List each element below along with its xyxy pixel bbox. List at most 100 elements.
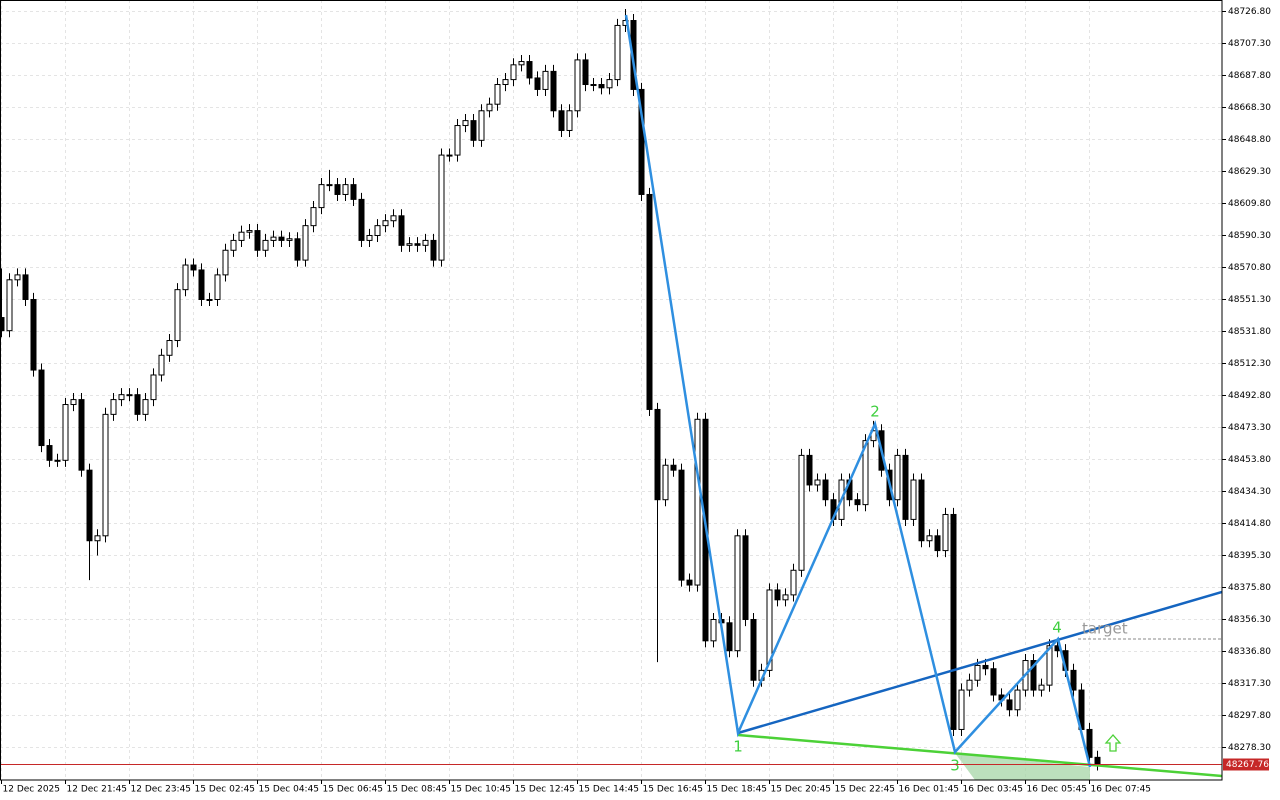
x-tick-label: 12 Dec 23:45 bbox=[131, 785, 192, 795]
candle-body bbox=[494, 84, 501, 105]
candle-body bbox=[70, 399, 77, 406]
candle-body bbox=[478, 110, 485, 141]
candle-body bbox=[1046, 645, 1053, 686]
candle-body bbox=[750, 619, 757, 681]
current-price-box bbox=[1223, 758, 1269, 771]
candle-body bbox=[1070, 669, 1077, 691]
candle-body bbox=[950, 513, 957, 730]
candle-body bbox=[222, 249, 229, 276]
candle-body bbox=[310, 207, 317, 227]
candle-body bbox=[918, 479, 925, 542]
y-tick-label: 48512.30 bbox=[1228, 359, 1271, 369]
candle-body bbox=[446, 154, 453, 157]
candle-body bbox=[662, 464, 669, 501]
candle-body bbox=[510, 64, 517, 81]
candle-body bbox=[678, 469, 685, 581]
plot-border bbox=[0, 0, 1223, 781]
candle-body bbox=[422, 239, 429, 246]
candle-body bbox=[798, 454, 805, 571]
x-tick-label: 15 Dec 18:45 bbox=[707, 785, 768, 795]
candle-body bbox=[398, 215, 405, 246]
candle-body bbox=[230, 239, 237, 251]
candle-body bbox=[366, 234, 373, 241]
candle-body bbox=[526, 61, 533, 79]
x-tick-label: 12 Dec 2025 bbox=[3, 785, 61, 795]
candle-body bbox=[238, 231, 245, 241]
drawings bbox=[624, 14, 1222, 780]
y-tick-label: 48570.80 bbox=[1228, 263, 1271, 273]
y-tick-label: 48375.80 bbox=[1228, 583, 1271, 593]
candle-body bbox=[694, 418, 701, 586]
y-tick-label: 48668.30 bbox=[1228, 103, 1271, 113]
y-tick-label: 48434.30 bbox=[1228, 487, 1271, 497]
y-tick-label: 48297.80 bbox=[1228, 711, 1271, 721]
candle-body bbox=[910, 479, 917, 520]
candle-body bbox=[990, 668, 997, 696]
candle-body bbox=[1006, 699, 1013, 711]
candle-body bbox=[158, 354, 165, 376]
current-price-label: 48267.76 bbox=[1226, 760, 1269, 770]
x-tick-label: 15 Dec 02:45 bbox=[195, 785, 256, 795]
y-tick-label: 48278.30 bbox=[1228, 743, 1271, 753]
candle-body bbox=[582, 59, 589, 86]
candle-body bbox=[302, 225, 309, 261]
candle-body bbox=[934, 535, 941, 552]
candle-body bbox=[150, 374, 157, 401]
candle-body bbox=[902, 454, 909, 520]
candle-body bbox=[774, 589, 781, 601]
candle-body bbox=[462, 120, 469, 127]
x-tick-label: 16 Dec 01:45 bbox=[899, 785, 960, 795]
candle-body bbox=[30, 298, 37, 371]
candle-body bbox=[246, 230, 253, 233]
candle-body bbox=[334, 184, 341, 195]
y-tick-label: 48629.30 bbox=[1228, 167, 1271, 177]
y-tick-label: 48356.30 bbox=[1228, 615, 1271, 625]
candle-body bbox=[182, 264, 189, 291]
y-tick-label: 48395.30 bbox=[1228, 551, 1271, 561]
candle-body bbox=[62, 404, 69, 461]
candle-body bbox=[822, 479, 829, 501]
candle-body bbox=[982, 664, 989, 670]
x-tick-label: 16 Dec 03:45 bbox=[963, 785, 1024, 795]
y-tick-label: 48551.30 bbox=[1228, 295, 1271, 305]
candle-body bbox=[382, 220, 389, 227]
candle-body bbox=[94, 535, 101, 542]
y-tick-label: 48414.80 bbox=[1228, 519, 1271, 529]
candle-body bbox=[318, 184, 325, 209]
candle-body bbox=[606, 79, 613, 89]
candle-body bbox=[294, 238, 301, 261]
x-tick-label: 15 Dec 08:45 bbox=[387, 785, 448, 795]
candle-body bbox=[638, 88, 645, 195]
support-line bbox=[737, 733, 1222, 778]
candle-body bbox=[254, 230, 261, 251]
candle-body bbox=[550, 70, 557, 112]
candle-body bbox=[814, 479, 821, 486]
candle-body bbox=[350, 184, 357, 200]
candle-body bbox=[46, 445, 53, 461]
x-tick-label: 15 Dec 12:45 bbox=[515, 785, 576, 795]
candle-body bbox=[518, 61, 525, 66]
candle-body bbox=[574, 59, 581, 112]
candle-body bbox=[670, 464, 677, 471]
y-tick-label: 48453.80 bbox=[1228, 455, 1271, 465]
candle-body bbox=[486, 103, 493, 112]
candle-body bbox=[198, 269, 205, 300]
y-tick-label: 48590.30 bbox=[1228, 231, 1271, 241]
candle-body bbox=[782, 594, 789, 601]
candle-body bbox=[974, 664, 981, 681]
candle-body bbox=[166, 340, 173, 356]
point-label: 1 bbox=[733, 738, 743, 756]
x-tick-label: 15 Dec 10:45 bbox=[451, 785, 512, 795]
candle-body bbox=[1094, 756, 1101, 765]
candle-body bbox=[342, 184, 349, 195]
point-label: 2 bbox=[870, 403, 880, 421]
candle-body bbox=[502, 79, 509, 86]
candle-body bbox=[1086, 728, 1093, 758]
candle-body bbox=[438, 154, 445, 261]
x-tick-label: 15 Dec 04:45 bbox=[259, 785, 320, 795]
candle-body bbox=[414, 243, 421, 246]
candle-body bbox=[1030, 660, 1037, 691]
candle-body bbox=[214, 274, 221, 300]
candle-body bbox=[766, 589, 773, 671]
candle-body bbox=[14, 274, 21, 281]
